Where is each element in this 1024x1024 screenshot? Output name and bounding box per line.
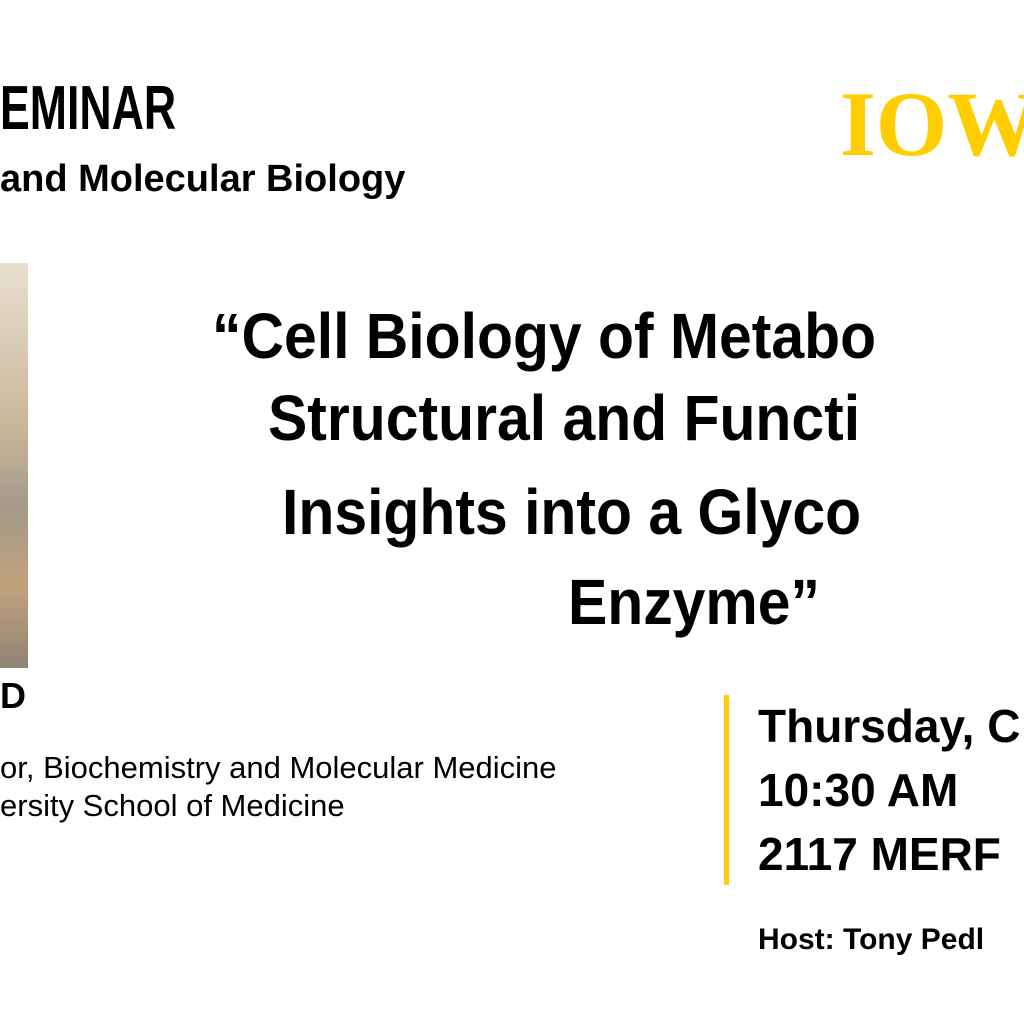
talk-title-line: Insights into a Glyco bbox=[282, 476, 862, 548]
seminar-label: EMINAR bbox=[0, 74, 177, 143]
divider bbox=[724, 695, 729, 885]
speaker-position: or, Biochemistry and Molecular Medicine bbox=[0, 750, 557, 785]
event-time: 10:30 AM bbox=[758, 764, 959, 816]
event-date: Thursday, C bbox=[758, 700, 1021, 752]
department: and Molecular Biology bbox=[0, 158, 406, 200]
speaker-name: D bbox=[0, 675, 26, 716]
event-host: Host: Tony Pedl bbox=[758, 923, 985, 956]
talk-title-line: Enzyme” bbox=[568, 566, 820, 638]
talk-title-line: Structural and Functi bbox=[268, 382, 861, 454]
event-location: 2117 MERF bbox=[758, 828, 1001, 880]
speaker-affiliation: ersity School of Medicine bbox=[0, 788, 345, 823]
logo: IOW bbox=[840, 73, 1024, 175]
talk-title-line: “Cell Biology of Metabo bbox=[212, 300, 877, 372]
speaker-photo bbox=[0, 263, 28, 668]
